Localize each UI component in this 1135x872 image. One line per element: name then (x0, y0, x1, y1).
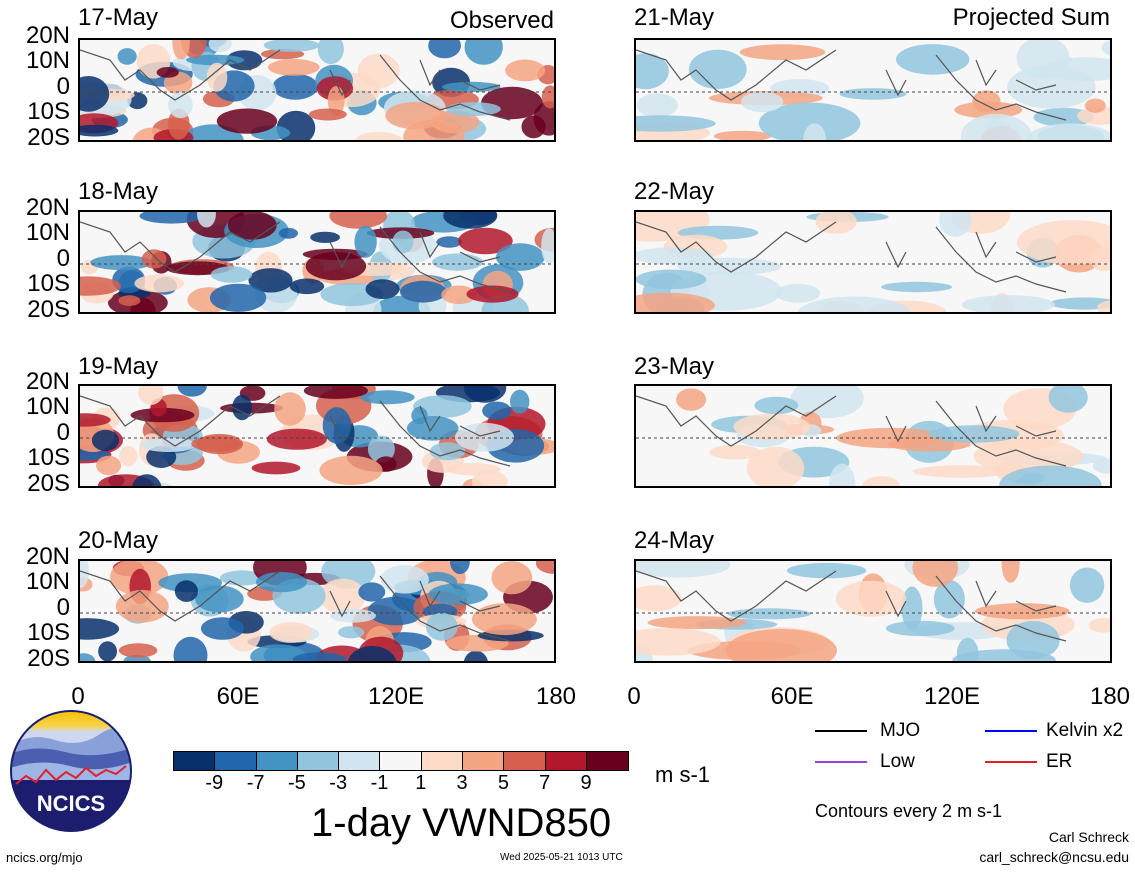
lat-label: 20N (25, 368, 70, 395)
legend-mjo-line (815, 730, 867, 732)
panel-label-observed: Observed (449, 7, 554, 34)
colorbar-tick: 9 (580, 772, 592, 794)
logo-text: NCICS (37, 791, 105, 816)
lat-label: 10S (27, 270, 70, 297)
lat-label: 0 (56, 73, 70, 100)
lat-label: 0 (56, 594, 70, 621)
lon-label-120e-right: 120E (923, 683, 981, 710)
lon-label-60e: 60E (216, 683, 260, 710)
panel-date: 23-May (634, 353, 715, 380)
lat-label: 10N (25, 219, 70, 246)
lon-label-60e-right: 60E (770, 683, 814, 710)
panel-date: 17-May (78, 4, 159, 31)
observed-map (78, 384, 556, 488)
lon-label-180: 180 (535, 683, 577, 710)
legend-er: ER (1046, 751, 1073, 772)
colorbar-tick: 5 (497, 772, 509, 794)
lon-label-0: 0 (71, 683, 85, 710)
legend-low: Low (880, 751, 915, 772)
legend-low-line (815, 761, 867, 763)
colorbar-swatch (339, 752, 381, 770)
ncics-logo: NCICS (10, 710, 132, 832)
colorbar-swatch (504, 752, 546, 770)
panel-date: 24-May (634, 527, 715, 554)
lat-label: 10N (25, 47, 70, 74)
lat-label: 20S (27, 296, 70, 323)
lat-label: 10N (25, 393, 70, 420)
timestamp: Wed 2025-05-21 1013 UTC (500, 852, 623, 863)
colorbar-swatch (297, 752, 340, 770)
colorbar-units: m s-1 (655, 762, 710, 787)
legend-kelvin-line (985, 730, 1037, 732)
projected-map (634, 384, 1112, 488)
panel-date: 22-May (634, 178, 715, 205)
legend-mjo: MJO (880, 720, 921, 741)
colorbar-swatch (586, 752, 629, 770)
colorbar (173, 751, 630, 771)
lat-label: 20N (25, 22, 70, 49)
colorbar-swatch (545, 752, 587, 770)
lat-label: 0 (56, 245, 70, 272)
colorbar-tick: -9 (205, 772, 224, 794)
colorbar-tick: -7 (246, 772, 265, 794)
colorbar-swatch (421, 752, 464, 770)
lat-label: 0 (56, 419, 70, 446)
lat-label: 20N (25, 543, 70, 570)
colorbar-tick: -1 (370, 772, 389, 794)
colorbar-tick: 3 (456, 772, 468, 794)
contours-note: Contours every 2 m s-1 (815, 801, 1003, 821)
lat-label: 10N (25, 568, 70, 595)
lon-label-180-right: 180 (1089, 683, 1131, 710)
lon-label-120e: 120E (367, 683, 425, 710)
colorbar-tick: -3 (329, 772, 348, 794)
colorbar-swatch (463, 752, 505, 770)
projected-map (634, 559, 1112, 663)
author-name: Carl Schreck (1048, 829, 1129, 845)
lon-label-0-right: 0 (627, 683, 641, 710)
legend-er-line (985, 761, 1037, 763)
projected-map (634, 210, 1112, 314)
source-url[interactable]: ncics.org/mjo (6, 850, 83, 865)
panel-date: 19-May (78, 353, 159, 380)
colorbar-tick: -5 (287, 772, 306, 794)
lat-label: 10S (27, 98, 70, 125)
colorbar-swatch (256, 752, 298, 770)
lat-label: 20S (27, 470, 70, 497)
panel-date: 20-May (78, 527, 159, 554)
lat-label: 20S (27, 645, 70, 672)
observed-map (78, 559, 556, 663)
panel-label-projected: Projected Sum (952, 4, 1110, 31)
chart-title: 1-day VWND850 (311, 801, 612, 845)
panel-date: 21-May (634, 4, 715, 31)
projected-map (634, 38, 1112, 142)
lat-label: 10S (27, 444, 70, 471)
panel-date: 18-May (78, 178, 159, 205)
lat-label: 20N (25, 194, 70, 221)
colorbar-swatch (380, 752, 422, 770)
legend-kelvin: Kelvin x2 (1046, 720, 1124, 741)
lat-label: 10S (27, 619, 70, 646)
observed-map (78, 210, 556, 314)
colorbar-swatch (215, 752, 257, 770)
colorbar-tick: 1 (415, 772, 427, 794)
observed-map (78, 38, 556, 142)
colorbar-swatch (174, 752, 216, 770)
lat-label: 20S (27, 124, 70, 151)
colorbar-tick: 7 (539, 772, 551, 794)
author-email: carl_schreck@ncsu.edu (979, 849, 1129, 865)
